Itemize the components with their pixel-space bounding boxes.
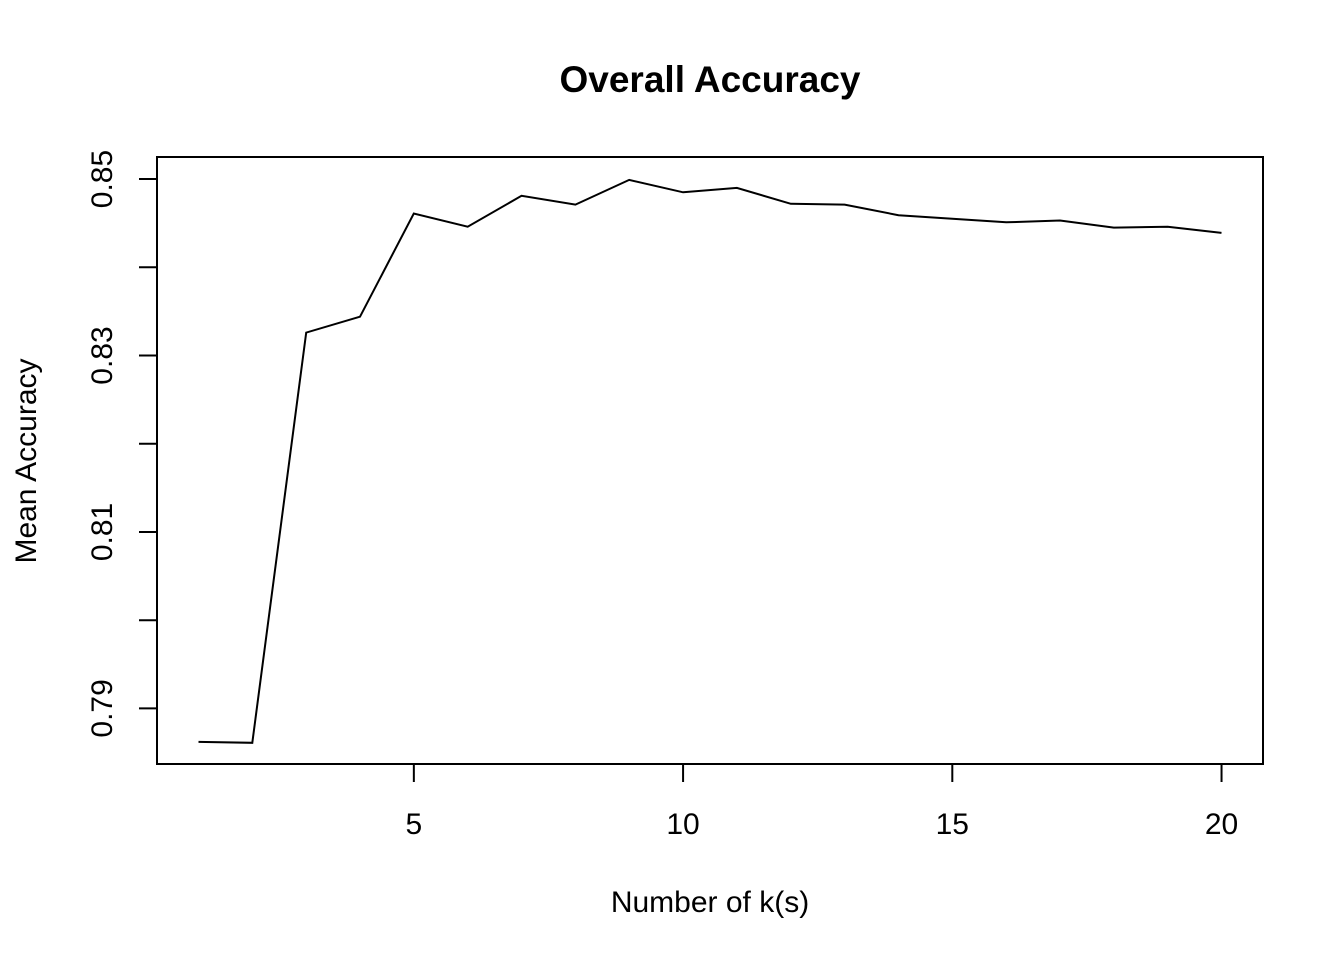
series-layer (198, 178, 1222, 744)
x-tick-label: 10 (666, 808, 699, 841)
x-axis: 5 10 15 20 (406, 763, 1238, 841)
y-tick-label: 0.83 (86, 326, 119, 384)
x-tick-label: 5 (406, 808, 423, 841)
y-tick-label: 0.81 (86, 503, 119, 561)
y-axis: 0.79 0.81 0.83 0.85 (86, 150, 158, 738)
x-axis-label: Number of k(s) (611, 886, 809, 919)
chart-title: Overall Accuracy (560, 59, 861, 100)
y-axis-label: Mean Accuracy (10, 358, 43, 563)
x-tick-label: 15 (936, 808, 969, 841)
plot-area-frame (156, 156, 1264, 765)
x-tick-label: 20 (1205, 808, 1238, 841)
series-line (198, 178, 1222, 744)
y-tick-label: 0.79 (86, 679, 119, 737)
y-tick-label: 0.85 (86, 150, 119, 208)
